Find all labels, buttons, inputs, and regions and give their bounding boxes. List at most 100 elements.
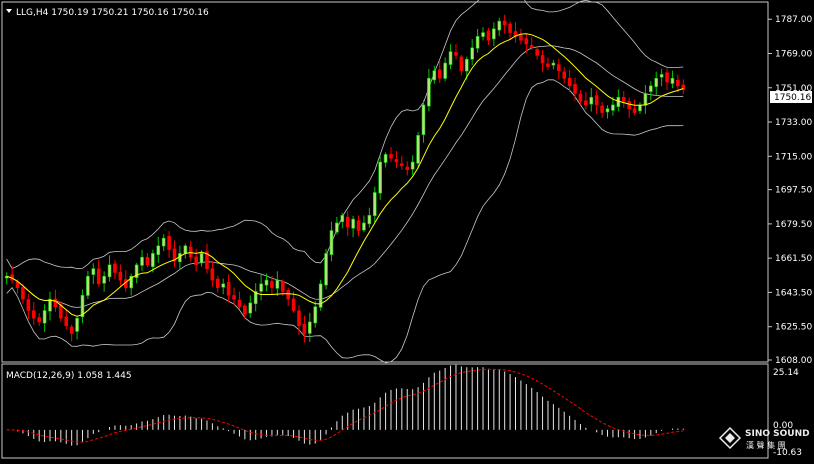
price-layer: [4, 0, 686, 364]
candle: [291, 291, 296, 313]
macd-panel-frame: [1, 363, 769, 459]
watermark-subtitle: 漢 聲 集 團: [746, 440, 786, 450]
candle: [351, 215, 355, 238]
candle: [676, 74, 680, 93]
candle: [140, 249, 144, 272]
bollinger-lower-line: [6, 79, 684, 364]
watermark-title: SINO SOUND: [745, 429, 810, 439]
price-tick-label: 1608.00: [775, 356, 812, 366]
candle: [589, 87, 594, 112]
price-tick-label: 1625.50: [775, 323, 812, 333]
candle: [551, 59, 556, 70]
candle: [611, 96, 615, 116]
diamond-logo-icon: [718, 426, 742, 450]
candle: [113, 259, 117, 280]
candle: [21, 284, 25, 304]
macd-label: MACD(12,26,9) 1.058 1.445: [6, 371, 132, 381]
candle: [161, 234, 166, 251]
candle: [188, 240, 193, 262]
candle: [167, 231, 171, 258]
candle: [194, 248, 198, 272]
candle: [302, 315, 307, 343]
candle: [573, 77, 577, 101]
candle: [345, 211, 350, 237]
price-axis: 1787.00 1769.00 1751.00 1733.00 1715.00 1697.…: [768, 15, 812, 366]
price-panel-frame: [1, 1, 769, 363]
candle: [443, 57, 447, 82]
candle: [210, 260, 215, 287]
candle: [232, 287, 236, 305]
candle: [486, 27, 491, 45]
candle: [372, 186, 377, 223]
candle: [340, 212, 345, 229]
candle: [605, 105, 610, 119]
candle: [297, 304, 301, 336]
candle: [145, 252, 150, 268]
candle: [226, 274, 231, 303]
price-tick-label: 1733.00: [775, 118, 812, 128]
macd-layer: [6, 364, 684, 446]
candle: [578, 90, 583, 105]
candle: [335, 216, 339, 235]
candle: [26, 293, 31, 320]
bollinger-middle-line: [6, 45, 684, 308]
candle: [102, 271, 106, 292]
candle: [567, 69, 572, 93]
price-tick-label: 1661.50: [775, 254, 812, 264]
triangle-down-icon[interactable]: [6, 9, 12, 13]
candle: [248, 295, 253, 318]
candle: [481, 27, 485, 41]
bollinger-upper-line: [6, 0, 684, 270]
candle: [508, 21, 512, 41]
candle: [107, 255, 112, 282]
candle: [253, 283, 258, 312]
candle: [437, 60, 442, 84]
candle: [259, 274, 263, 301]
candle: [324, 248, 328, 290]
candle: [42, 304, 47, 332]
candle: [454, 44, 458, 60]
candle: [529, 37, 534, 50]
candle: [151, 249, 155, 273]
candle: [502, 14, 507, 34]
candle: [308, 312, 312, 342]
price-tick-label: 1697.50: [775, 186, 812, 196]
price-tick-label: 1769.00: [775, 49, 812, 59]
candle: [654, 71, 659, 95]
candle: [237, 291, 242, 310]
candle: [448, 44, 453, 70]
candle: [497, 17, 502, 36]
macd-tick-zero: 0.00: [773, 421, 793, 431]
current-price-marker: 1750.16: [770, 91, 812, 103]
candle: [670, 70, 675, 89]
candle: [69, 324, 74, 342]
candle: [80, 289, 85, 324]
candle: [205, 243, 209, 274]
candle: [416, 132, 420, 169]
candle: [492, 22, 496, 47]
candle: [649, 81, 653, 101]
candle: [562, 67, 567, 84]
candle: [96, 259, 101, 287]
candle: [37, 313, 41, 326]
candle: [118, 264, 123, 286]
candle: [86, 270, 90, 300]
candle: [243, 303, 247, 319]
candle: [356, 215, 361, 237]
candle: [318, 280, 323, 311]
candle: [275, 271, 280, 297]
candle: [264, 273, 269, 292]
candle: [627, 97, 631, 118]
macd-signal-line: [6, 368, 684, 443]
candle: [389, 146, 393, 163]
candle: [475, 28, 480, 53]
candle: [199, 250, 204, 267]
candle: [681, 79, 686, 95]
candle: [427, 68, 431, 112]
price-tick-label: 1643.50: [775, 288, 812, 298]
price-tick-label: 1751.00: [775, 84, 812, 94]
candle: [383, 152, 388, 168]
candle: [216, 275, 220, 293]
